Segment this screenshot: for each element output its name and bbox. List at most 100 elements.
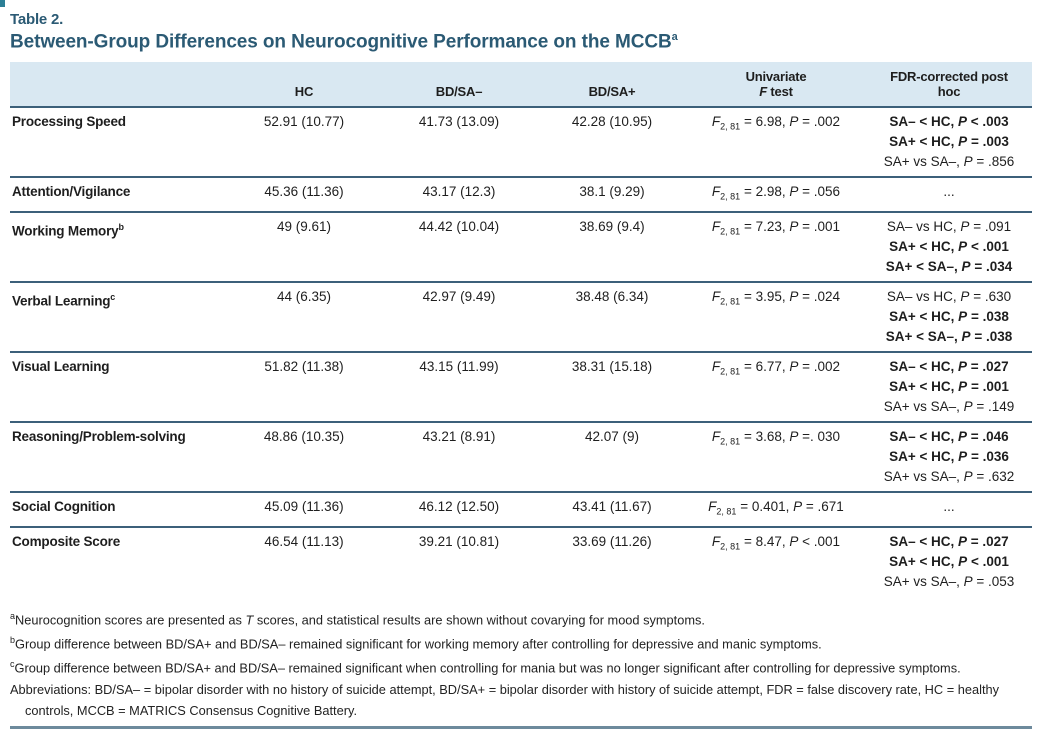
footnote: aNeurocognition scores are presented as … [10,610,705,627]
posthoc-line: SA– < HC, P = .027 [889,533,1009,549]
bdsa-minus-value-cell: 46.12 (12.50) [380,491,538,527]
col-header-posthoc: FDR-corrected post hoc [866,62,1032,109]
table-row: Composite Score 46.54 (11.13) 39.21 (10.81… [10,525,1032,596]
bdsa-plus-value-cell: 38.31 (15.18) [538,351,686,423]
row-label-cell: Verbal Learningc [10,281,228,353]
table-row: Processing Speed 52.91 (10.77) 41.73 (13.0… [10,107,1032,177]
footnote: cGroup difference between BD/SA+ and BD/… [10,659,961,676]
table-row: Visual Learning 51.82 (11.38) 43.15 (11.99… [10,351,1032,423]
p-statistic: P [789,533,799,549]
bdsa-plus-value-cell: 42.28 (10.95) [571,114,653,130]
p-statistic: P [789,359,799,375]
footnote-marker: b [10,634,16,645]
posthoc-line: SA+ < HC, P = .003 [889,134,1009,150]
posthoc-header-line2: hoc [937,84,961,100]
p-statistic: P [957,114,967,130]
p-statistic: P [789,114,799,130]
bdsa-plus-value-cell: 38.1 (9.29) [538,176,686,213]
p-statistic: P [958,379,968,395]
f-statistic: F [708,499,717,515]
f-statistic: F [711,359,721,375]
table-row: Reasoning/Problem-solving 48.86 (10.35) 43… [10,421,1032,493]
posthoc-cell: SA– vs HC, P = .091 SA+ < HC, P < .001 SA+… [866,211,1032,283]
bdsa-minus-value-cell: 44.42 (10.04) [380,211,538,283]
posthoc-line: SA+ < HC, P = .036 [889,449,1009,465]
f-test-cell: F2, 81 = 6.98, P = .002 [711,114,841,133]
p-statistic: P [961,259,971,275]
bdsa-minus-value-cell: 42.97 (9.49) [380,281,538,353]
p-statistic: P [789,184,799,200]
f-statistic: F [711,533,721,549]
p-statistic: P [789,429,799,445]
table-body: Processing Speed 52.91 (10.77) 41.73 (13.0… [10,107,1032,596]
row-label-cell: Reasoning/Problem-solving [10,421,228,493]
bdsa-plus-value-cell: 33.69 (11.26) [538,525,686,596]
p-statistic: P [958,449,968,465]
row-label-cell: Social Cognition [10,491,228,527]
page-corner-mark [0,0,5,7]
table-row: Social Cognition 45.09 (11.36) 46.12 (12.5… [10,491,1032,527]
posthoc-cell: SA– < HC, P < .003 SA+ < HC, P = .003 SA+ … [866,107,1032,177]
bdsa-plus-value-cell: 43.41 (11.67) [538,491,686,527]
f-test-header-line1: Univariate [745,69,807,85]
p-statistic: P [963,469,973,485]
bdsa-minus-value-cell: 43.21 (8.91) [380,421,538,493]
p-statistic: P [960,289,970,305]
p-statistic: P [961,329,971,345]
f-degrees-of-freedom: 2, 81 [720,122,741,133]
row-label-cell: Visual Learning [10,351,228,423]
f-statistic: F [711,219,721,235]
bdsa-plus-value-cell: 42.07 (9) [538,421,686,493]
p-statistic: P [963,573,973,589]
f-degrees-of-freedom: 2, 81 [720,436,741,447]
posthoc-line: SA+ < SA–, P = .038 [885,329,1013,345]
f-degrees-of-freedom: 2, 81 [720,366,741,377]
col-header-bdsa-minus: BD/SA– [380,62,538,109]
posthoc-line: SA+ vs SA–, P = .053 [883,573,1015,589]
f-degrees-of-freedom: 2, 81 [720,192,741,203]
row-label-cell: Processing Speed [12,114,126,130]
f-statistic: F [711,289,721,305]
col-header-bdsa-plus: BD/SA+ [538,62,686,109]
bottom-rule [10,725,1032,729]
table-title: Between-Group Differences on Neurocognit… [10,31,1032,53]
posthoc-line: SA+ < SA–, P = .034 [885,259,1013,275]
f-test-cell: F2, 81 = 8.47, P < .001 [686,525,866,596]
p-statistic: P [789,289,799,305]
bdsa-plus-value-cell: 38.48 (6.34) [538,281,686,353]
table-title-text: Between-Group Differences on Neurocognit… [10,31,672,53]
posthoc-line: SA+ < HC, P < .001 [889,553,1009,569]
table-row: Attention/Vigilance 45.36 (11.36) 43.17 (1… [10,176,1032,213]
results-table: HC BD/SA– BD/SA+ Univariate F test FDR-co… [10,62,1032,596]
posthoc-header-line1: FDR-corrected post [890,69,1008,85]
hc-value-cell: 51.82 (11.38) [228,351,380,423]
posthoc-line: SA+ vs SA–, P = .149 [883,399,1015,415]
p-statistic: P [958,309,968,325]
p-statistic: P [963,154,973,170]
p-statistic: P [958,553,968,569]
footnote: Abbreviations: BD/SA– = bipolar disorder… [10,681,1000,718]
f-test-cell: F2, 81 = 3.95, P = .024 [686,281,866,353]
footnote-italic-term: T [245,611,254,627]
hc-value-cell: 45.36 (11.36) [228,176,380,213]
posthoc-cell: SA– < HC, P = .046 SA+ < HC, P = .036 SA+ … [866,421,1032,493]
hc-value-cell: 46.54 (11.13) [228,525,380,596]
footnote-marker: a [10,610,16,621]
bdsa-minus-value-cell: 43.15 (11.99) [380,351,538,423]
title-footnote-marker: a [671,31,678,43]
f-degrees-of-freedom: 2, 81 [720,296,741,307]
footnote-marker: c [10,659,15,670]
p-statistic: P [957,359,967,375]
footnote: bGroup difference between BD/SA+ and BD/… [10,634,822,652]
posthoc-line: SA+ vs SA–, P = .856 [883,154,1015,170]
row-label-cell: Working Memoryb [10,211,228,283]
p-statistic: P [789,219,799,235]
posthoc-cell: SA– vs HC, P = .630 SA+ < HC, P = .038 SA+… [866,281,1032,353]
table-footnotes: aNeurocognition scores are presented as … [10,606,1032,721]
f-test-header-f: F [759,84,767,100]
posthoc-line: SA– < HC, P = .046 [889,429,1009,445]
hc-value-cell: 49 (9.61) [228,211,380,283]
posthoc-cell: ... [866,491,1032,527]
posthoc-line: SA– < HC, P < .003 [889,114,1009,130]
